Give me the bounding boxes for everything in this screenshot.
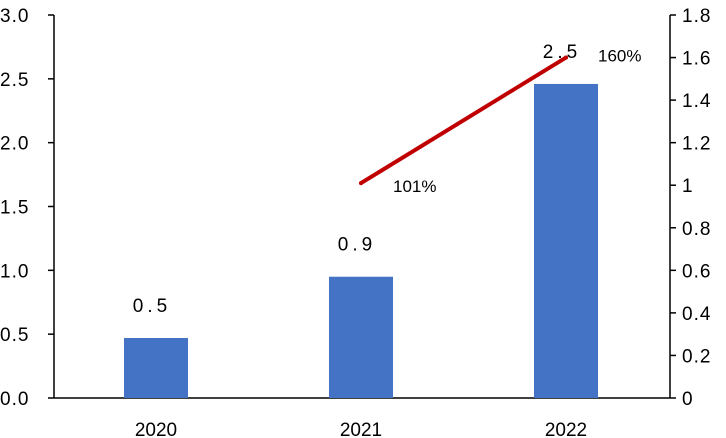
- x-tick-label: 2020: [135, 420, 177, 438]
- right-tick-label: 0.2: [682, 346, 711, 367]
- line-point: [564, 55, 568, 60]
- left-y-axis: 0.0 0.5 1.0 1.5 2.0 2.5 3.0: [0, 6, 55, 410]
- right-tick-label: 1.8: [682, 6, 711, 27]
- line-point: [359, 181, 363, 186]
- right-tick-label: 1.6: [682, 49, 711, 70]
- left-tick-label: 2.5: [0, 70, 29, 91]
- right-tick-label: 0: [682, 389, 694, 410]
- left-tick-label: 1.5: [0, 198, 29, 219]
- line-series: 101% 160%: [359, 47, 641, 196]
- bar-series: 0.5 0.9 2.5: [124, 42, 598, 398]
- right-tick-label: 1.4: [682, 91, 711, 112]
- bar-data-label: 2.5: [543, 42, 581, 63]
- bar: [534, 83, 598, 398]
- x-tick-label: 2021: [340, 420, 382, 438]
- x-tick-label: 2022: [545, 420, 587, 438]
- line-data-label: 101%: [393, 177, 436, 196]
- bar-data-label: 0.5: [133, 296, 171, 317]
- right-tick-label: 0.4: [682, 304, 711, 325]
- bar-data-label: 0.9: [338, 235, 376, 256]
- x-axis: 2020 2021 2022: [54, 397, 670, 438]
- bar: [124, 337, 188, 398]
- right-tick-label: 1: [682, 176, 694, 197]
- right-tick-label: 0.8: [682, 219, 711, 240]
- line-data-label: 160%: [598, 47, 641, 66]
- right-y-axis: 0 0.2 0.4 0.6 0.8 1 1.2 1.4 1.6 1.8: [669, 6, 711, 410]
- left-tick-label: 2.0: [0, 134, 29, 155]
- line-path: [359, 55, 568, 186]
- right-tick-label: 1.2: [682, 134, 711, 155]
- right-tick-label: 0.6: [682, 261, 711, 282]
- left-tick-label: 0.0: [0, 389, 29, 410]
- left-tick-label: 3.0: [0, 6, 29, 27]
- left-tick-label: 0.5: [0, 325, 29, 346]
- bar: [329, 276, 393, 398]
- left-tick-label: 1.0: [0, 261, 29, 282]
